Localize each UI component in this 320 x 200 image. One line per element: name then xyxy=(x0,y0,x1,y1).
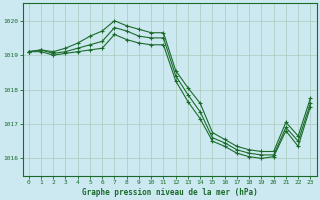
X-axis label: Graphe pression niveau de la mer (hPa): Graphe pression niveau de la mer (hPa) xyxy=(82,188,258,197)
